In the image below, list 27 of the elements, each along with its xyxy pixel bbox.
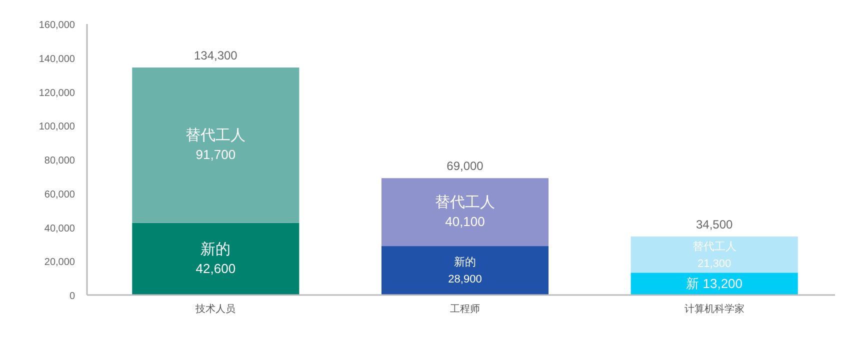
data-label: 新的 28,900 bbox=[448, 256, 482, 286]
data-label: 替代工人 91,700 bbox=[186, 127, 246, 162]
data-label: 替代工人 21,300 bbox=[692, 240, 736, 270]
total-label: 34,500 bbox=[696, 218, 734, 232]
bar bbox=[381, 178, 549, 246]
x-tick-label: 计算机科学家 bbox=[684, 303, 744, 315]
bar bbox=[132, 222, 300, 295]
bar bbox=[381, 246, 549, 295]
x-tick-label: 技术人员 bbox=[194, 303, 236, 315]
y-tick-label: 40,000 bbox=[44, 223, 76, 234]
x-tick-label: 工程师 bbox=[450, 304, 480, 315]
y-tick-label: 0 bbox=[69, 291, 76, 302]
total-label: 69,000 bbox=[446, 159, 484, 174]
y-tick-label: 140,000 bbox=[38, 54, 76, 65]
bar bbox=[132, 68, 300, 223]
y-tick-label: 100,000 bbox=[38, 122, 76, 133]
total-label: 134,300 bbox=[194, 48, 238, 63]
data-label: 新 13,200 bbox=[686, 276, 743, 292]
y-tick-label: 120,000 bbox=[38, 88, 76, 99]
data-label: 新的 42,600 bbox=[196, 240, 236, 276]
y-tick-label: 60,000 bbox=[44, 189, 76, 200]
bar bbox=[630, 236, 798, 273]
y-tick-label: 20,000 bbox=[44, 257, 76, 268]
y-tick-label: 80,000 bbox=[44, 156, 76, 166]
y-tick-label: 160,000 bbox=[38, 20, 76, 31]
bar bbox=[630, 272, 798, 295]
data-label: 替代工人 40,100 bbox=[435, 194, 495, 229]
